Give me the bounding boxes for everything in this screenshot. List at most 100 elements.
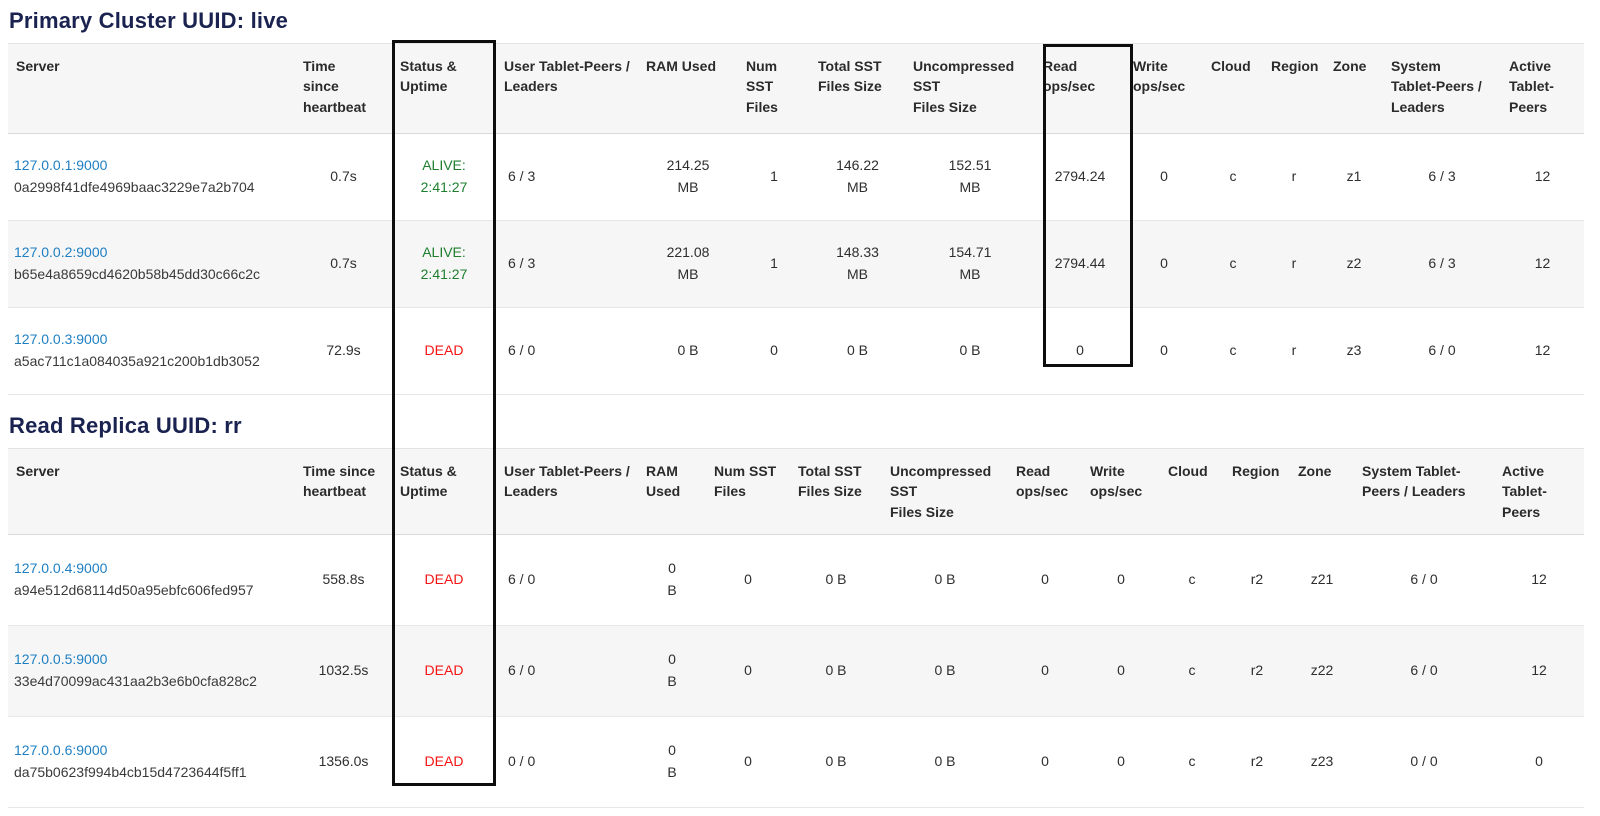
server-link[interactable]: 127.0.0.3:9000 [14, 331, 108, 348]
num-sst-files-cell: 0 [706, 625, 790, 717]
server-uuid: b65e4a8659cd4620b58b45dd30c66c2c [14, 266, 261, 282]
server-cell: 127.0.0.5:9000 33e4d70099ac431aa2b3e6b0cf… [8, 625, 295, 717]
read-ops-cell: 0 [1035, 307, 1125, 395]
table-row: 127.0.0.4:9000 a94e512d68114d50a95ebfc606… [8, 534, 1584, 626]
column-header-server: Server [8, 448, 295, 535]
zone-cell: z2 [1325, 220, 1383, 308]
primary-cluster-title: Primary Cluster UUID: live [9, 8, 289, 33]
column-header-cloud: Cloud [1160, 448, 1224, 535]
read-ops-cell: 0 [1008, 534, 1082, 626]
column-header-write-ops-sec: Write ops/sec [1082, 448, 1160, 535]
column-header-system-tablet-peers-leaders: System Tablet-Peers / Leaders [1383, 43, 1501, 134]
table-row: 127.0.0.3:9000 a5ac711c1a084035a921c200b1… [8, 307, 1584, 395]
ram-used-cell: 221.08 MB [638, 220, 738, 308]
write-ops-cell: 0 [1125, 307, 1203, 395]
column-header-user-tablet-peers-leaders: User Tablet-Peers / Leaders [496, 448, 638, 535]
ram-used-cell: 214.25 MB [638, 133, 738, 221]
ram-used-cell: 0 B [638, 534, 706, 626]
total-sst-files-size-cell: 148.33 MB [810, 220, 905, 308]
column-header-user-tablet-peers-leaders: User Tablet-Peers / Leaders [496, 43, 638, 134]
column-header-read-ops-sec: Read ops/sec [1008, 448, 1082, 535]
column-header-region: Region [1263, 43, 1325, 134]
column-header-server: Server [8, 43, 295, 134]
server-uuid: 0a2998f41dfe4969baac3229e7a2b704 [14, 179, 255, 195]
total-sst-files-size-cell: 0 B [790, 534, 882, 626]
read-replica-title: Read Replica UUID: rr [9, 413, 242, 438]
heartbeat-cell: 0.7s [295, 220, 392, 308]
ram-used-cell: 0 B [638, 307, 738, 395]
system-tablet-peers-cell: 6 / 3 [1383, 133, 1501, 221]
status-cell: DEAD [392, 716, 496, 808]
server-link[interactable]: 127.0.0.2:9000 [14, 244, 108, 261]
region-cell: r2 [1224, 534, 1290, 626]
zone-cell: z3 [1325, 307, 1383, 395]
read-ops-cell: 2794.44 [1035, 220, 1125, 308]
server-link[interactable]: 127.0.0.1:9000 [14, 157, 108, 174]
write-ops-cell: 0 [1082, 716, 1160, 808]
primary-cluster-table: Server Time since heartbeat Status & Uptim… [8, 43, 1584, 395]
ram-used-cell: 0 B [638, 625, 706, 717]
server-cell: 127.0.0.6:9000 da75b0623f994b4cb15d472364… [8, 716, 295, 808]
status-cell: DEAD [392, 307, 496, 395]
column-header-cloud: Cloud [1203, 43, 1263, 134]
heartbeat-cell: 1032.5s [295, 625, 392, 717]
user-tablet-peers-cell: 6 / 0 [496, 534, 638, 626]
region-cell: r [1263, 220, 1325, 308]
user-tablet-peers-cell: 6 / 0 [496, 307, 638, 395]
column-header-uncompressed-sst-files-size: Uncompressed SST Files Size [882, 448, 1008, 535]
column-header-time-since-heartbeat: Time since heartbeat [295, 43, 392, 134]
num-sst-files-cell: 0 [706, 534, 790, 626]
cloud-cell: c [1160, 625, 1224, 717]
column-header-active-tablet-peers: Active Tablet- Peers [1494, 448, 1584, 535]
column-header-total-sst-files-size: Total SST Files Size [790, 448, 882, 535]
column-header-time-since-heartbeat: Time since heartbeat [295, 448, 392, 535]
total-sst-files-size-cell: 0 B [790, 716, 882, 808]
header-row: Server Time since heartbeat Status & Uptim… [8, 43, 1584, 134]
heartbeat-cell: 1356.0s [295, 716, 392, 808]
column-header-status-uptime: Status & Uptime [392, 448, 496, 535]
region-cell: r [1263, 307, 1325, 395]
system-tablet-peers-cell: 6 / 0 [1383, 307, 1501, 395]
table-row: 127.0.0.1:9000 0a2998f41dfe4969baac3229e7… [8, 133, 1584, 221]
status-cell: DEAD [392, 534, 496, 626]
num-sst-files-cell: 0 [706, 716, 790, 808]
active-tablet-peers-cell: 12 [1501, 133, 1584, 221]
active-tablet-peers-cell: 12 [1501, 307, 1584, 395]
uncompressed-sst-files-size-cell: 152.51 MB [905, 133, 1035, 221]
column-header-region: Region [1224, 448, 1290, 535]
uncompressed-sst-files-size-cell: 0 B [905, 307, 1035, 395]
server-link[interactable]: 127.0.0.6:9000 [14, 742, 108, 759]
ram-used-cell: 0 B [638, 716, 706, 808]
table-row: 127.0.0.2:9000 b65e4a8659cd4620b58b45dd30… [8, 220, 1584, 308]
column-header-write-ops-sec: Write ops/sec [1125, 43, 1203, 134]
system-tablet-peers-cell: 6 / 3 [1383, 220, 1501, 308]
cloud-cell: c [1203, 220, 1263, 308]
column-header-ram-used: RAM Used [638, 448, 706, 535]
server-uuid: da75b0623f994b4cb15d4723644f5ff1 [14, 764, 247, 780]
write-ops-cell: 0 [1125, 220, 1203, 308]
table-row: 127.0.0.5:9000 33e4d70099ac431aa2b3e6b0cf… [8, 625, 1584, 717]
column-header-system-tablet-peers-leaders: System Tablet- Peers / Leaders [1354, 448, 1494, 535]
server-cell: 127.0.0.3:9000 a5ac711c1a084035a921c200b1… [8, 307, 295, 395]
active-tablet-peers-cell: 0 [1494, 716, 1584, 808]
server-link[interactable]: 127.0.0.5:9000 [14, 651, 108, 668]
status-cell: ALIVE: 2:41:27 [392, 133, 496, 221]
server-uuid: a94e512d68114d50a95ebfc606fed957 [14, 582, 254, 598]
column-header-status-uptime: Status & Uptime [392, 43, 496, 134]
read-ops-cell: 0 [1008, 716, 1082, 808]
uncompressed-sst-files-size-cell: 0 B [882, 716, 1008, 808]
num-sst-files-cell: 1 [738, 133, 810, 221]
uncompressed-sst-files-size-cell: 0 B [882, 625, 1008, 717]
region-cell: r2 [1224, 716, 1290, 808]
column-header-read-ops-sec: Read ops/sec [1035, 43, 1125, 134]
zone-cell: z22 [1290, 625, 1354, 717]
user-tablet-peers-cell: 6 / 0 [496, 625, 638, 717]
cloud-cell: c [1160, 534, 1224, 626]
server-uuid: a5ac711c1a084035a921c200b1db3052 [14, 353, 260, 369]
cloud-cell: c [1203, 307, 1263, 395]
uncompressed-sst-files-size-cell: 0 B [882, 534, 1008, 626]
heartbeat-cell: 558.8s [295, 534, 392, 626]
server-link[interactable]: 127.0.0.4:9000 [14, 560, 108, 577]
region-cell: r2 [1224, 625, 1290, 717]
